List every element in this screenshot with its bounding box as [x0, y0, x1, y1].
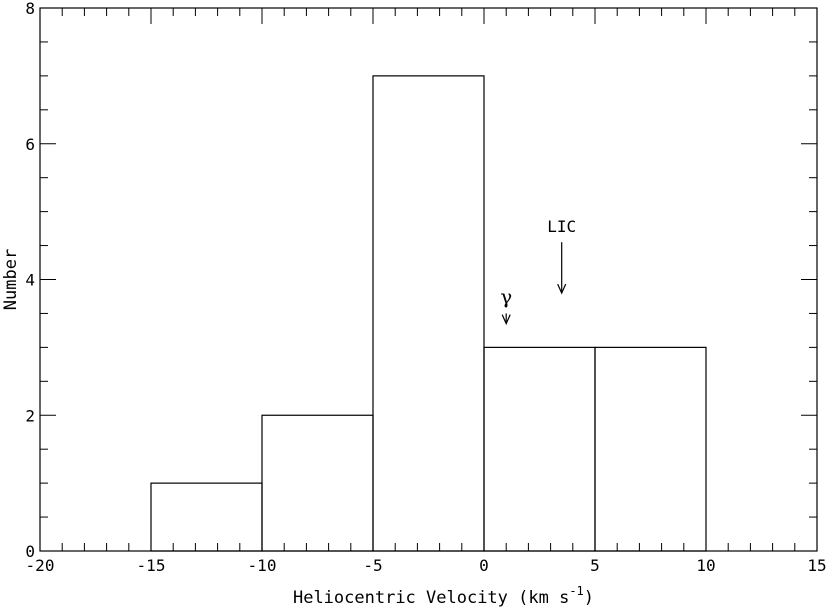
- histogram-bar: [150, 482, 263, 552]
- x-axis-title: Heliocentric Velocity (km s-1): [293, 584, 594, 608]
- x-axis-title-end: ): [584, 588, 594, 608]
- y-tick-label: 2: [25, 406, 35, 425]
- annotation-label: γ: [500, 284, 512, 308]
- histogram-bar: [261, 414, 374, 552]
- x-axis-title-superscript: -1: [569, 584, 583, 598]
- histogram-bar: [483, 346, 596, 552]
- x-tick-label: 0: [479, 556, 489, 575]
- histogram-bar: [594, 346, 707, 552]
- arrow-down-icon: [557, 283, 567, 295]
- annotations-layer: γ LIC: [500, 217, 576, 326]
- annotation-label: LIC: [547, 217, 576, 236]
- x-tick-label: 10: [696, 556, 715, 575]
- x-axis-title-main: Heliocentric Velocity (km s: [293, 588, 569, 608]
- x-tick-label: -5: [363, 556, 382, 575]
- ticks-layer: [39, 7, 818, 552]
- x-tick-label: -15: [137, 556, 166, 575]
- histogram-bar: [372, 75, 485, 552]
- y-tick-label: 0: [25, 542, 35, 561]
- y-tick-label: 4: [25, 271, 35, 290]
- x-tick-label: 5: [590, 556, 600, 575]
- y-tick-label: 8: [25, 0, 35, 18]
- y-axis-title: Number: [1, 249, 21, 310]
- x-tick-label: 15: [807, 556, 826, 575]
- y-tick-label: 6: [25, 135, 35, 154]
- bars-layer: [150, 75, 707, 552]
- x-tick-label: -20: [26, 556, 55, 575]
- arrow-down-icon: [501, 314, 511, 326]
- x-tick-label: -10: [248, 556, 277, 575]
- plot-frame: [39, 7, 818, 552]
- labels-layer: -20 -15 -10 -5 0 5 10 15 0 2 4 6 8: [25, 0, 826, 575]
